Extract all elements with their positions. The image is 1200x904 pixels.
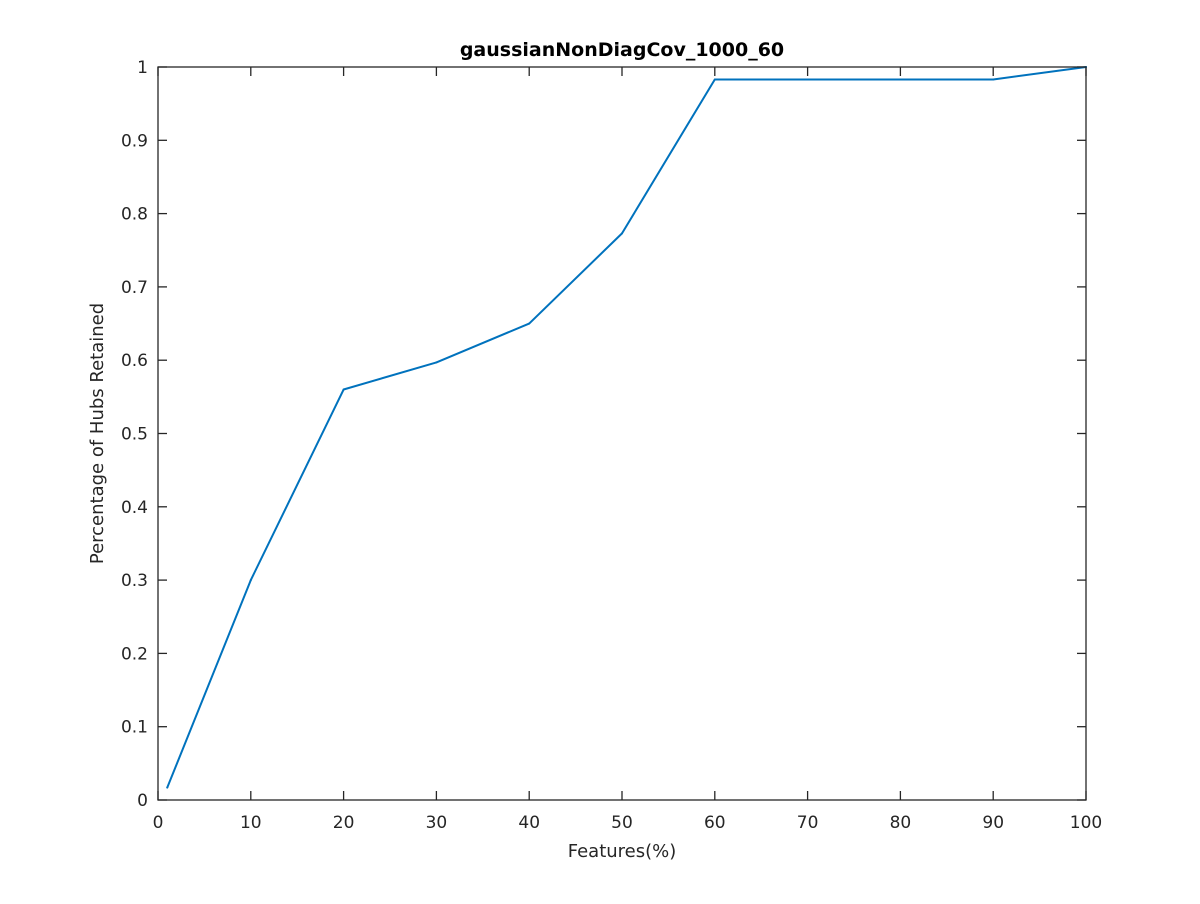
data-point — [713, 78, 716, 81]
y-axis-label: Percentage of Hubs Retained — [87, 303, 108, 564]
x-tick-label: 50 — [611, 813, 633, 833]
x-axis-label: Features(%) — [568, 841, 677, 862]
y-tick-label: 0.7 — [121, 278, 148, 298]
y-tick-label: 1 — [137, 58, 148, 78]
y-tick-label: 0.3 — [121, 571, 148, 591]
y-tick-label: 0.5 — [121, 425, 148, 445]
y-tick-label: 0.8 — [121, 205, 148, 225]
x-tick-label: 40 — [518, 813, 540, 833]
axes-box — [157, 66, 1087, 801]
x-tick-label: 30 — [426, 813, 448, 833]
data-point — [342, 388, 345, 391]
data-point — [166, 786, 169, 789]
x-tick-label: 80 — [890, 813, 912, 833]
y-tick-label: 0.1 — [121, 718, 148, 738]
y-tick-label: 0.2 — [121, 644, 148, 664]
y-tick-label: 0.6 — [121, 351, 148, 371]
x-tick-label: 20 — [333, 813, 355, 833]
y-tick-label: 0 — [137, 791, 148, 811]
x-tick-label: 90 — [982, 813, 1004, 833]
data-point — [528, 322, 531, 325]
chart-title: gaussianNonDiagCov_1000_60 — [460, 39, 784, 61]
x-tick-label: 70 — [797, 813, 819, 833]
data-point — [992, 78, 995, 81]
data-point — [621, 232, 623, 235]
x-tick-label: 60 — [704, 813, 726, 833]
ticks-layer: 0 10 20 30 40 50 60 70 80 90 100 0 0.1 0.2 0.3 0.4 0.5 0.… — [121, 58, 1102, 833]
y-tick-label: 0.4 — [121, 498, 148, 518]
x-tick-label: 10 — [240, 813, 262, 833]
data-point — [249, 579, 252, 582]
plot-area — [158, 67, 1086, 800]
data-point — [435, 361, 438, 364]
data-point — [899, 78, 902, 81]
data-point — [806, 78, 809, 81]
x-tick-label: 0 — [153, 813, 164, 833]
x-tick-label: 100 — [1070, 813, 1102, 833]
y-tick-label: 0.9 — [121, 131, 148, 151]
